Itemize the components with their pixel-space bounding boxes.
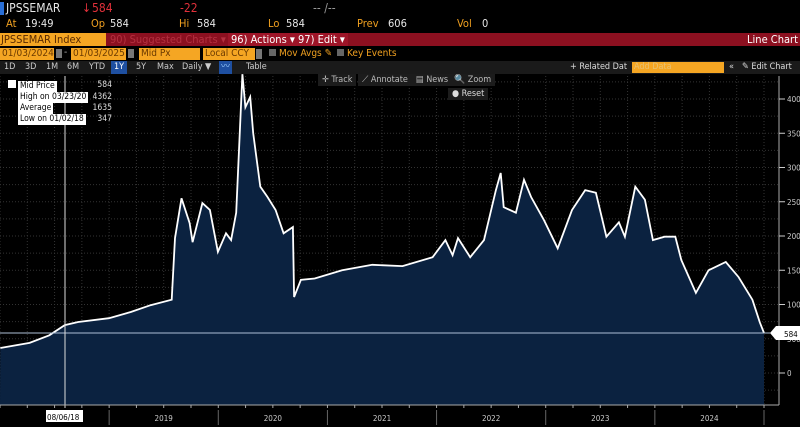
- low: 584: [286, 17, 305, 30]
- down-arrow-icon: ↓: [82, 1, 92, 15]
- frequency-select[interactable]: Daily ▼: [182, 62, 212, 72]
- open-label: Op: [91, 17, 106, 30]
- net-change: -22: [180, 1, 198, 15]
- price-area: [0, 74, 764, 405]
- x-tick-label: 2023: [591, 414, 609, 423]
- key-events-toggle[interactable]: Key Events: [337, 48, 397, 59]
- legend-value: 347: [97, 114, 112, 124]
- legend: Mid Price 584 High on 03/23/20 4362 Averag…: [8, 80, 112, 125]
- y-tick-label: 4000: [787, 95, 800, 104]
- y-tick-label: 2500: [787, 198, 800, 207]
- end-date-field[interactable]: 01/03/2025: [71, 48, 126, 60]
- related-data-button[interactable]: + Related Dat: [570, 62, 628, 72]
- legend-value: 4362: [92, 92, 112, 102]
- y-tick-label: 3000: [787, 164, 800, 173]
- quote-line-2: At 19:49 Op 584 Hi 584 Lo 584 Prev 606 Vol 0: [0, 17, 800, 33]
- period-1y[interactable]: 1Y: [111, 61, 128, 74]
- reset-button[interactable]: ● Reset: [448, 88, 489, 100]
- bid-ask: -- /--: [313, 1, 336, 15]
- price-chart[interactable]: 05001000150020002500300035004000 2019202…: [0, 74, 800, 427]
- period-1m[interactable]: 1M: [46, 62, 59, 72]
- legend-item-average[interactable]: Average 1635: [8, 103, 112, 114]
- legend-label: High on 03/23/20: [18, 92, 89, 103]
- period-ytd[interactable]: YTD: [89, 62, 106, 72]
- legend-item-high[interactable]: High on 03/23/20 4362: [8, 92, 112, 103]
- reset-label: Reset: [461, 89, 485, 99]
- legend-label: Average: [18, 103, 54, 114]
- track-button[interactable]: ✛ Track: [318, 74, 357, 86]
- edit-chart-button[interactable]: ✎ Edit Chart: [742, 62, 792, 72]
- x-tick-label: 2024: [700, 414, 719, 423]
- y-tick-label: 1000: [787, 301, 800, 310]
- mov-avgs-toggle[interactable]: Mov Avgs ✎: [269, 48, 332, 59]
- checkbox-icon: [337, 49, 344, 56]
- chart-toolbar: 1D 3D 1M 6M YTD 1Y 5Y Max Daily ▼ 〰 Tabl…: [0, 61, 800, 74]
- prev: 606: [388, 17, 407, 30]
- y-tick-label: 0: [787, 369, 792, 378]
- calendar-icon[interactable]: [56, 49, 62, 58]
- add-data-input[interactable]: Add Data: [632, 62, 724, 73]
- crosshair-date: 08/06/18: [47, 413, 80, 422]
- y-tick-label: 1500: [787, 266, 800, 275]
- x-tick-label: 2020: [264, 414, 283, 423]
- prev-label: Prev: [357, 17, 379, 30]
- low-label: Lo: [268, 17, 280, 30]
- legend-value: 584: [97, 80, 112, 90]
- chart-type-title: Line Chart: [747, 33, 798, 46]
- mov-avgs-label: Mov Avgs: [279, 48, 322, 59]
- legend-item-mid-price[interactable]: Mid Price 584: [8, 80, 112, 92]
- time-label: At: [6, 17, 17, 30]
- y-tick-label: 3500: [787, 129, 800, 138]
- legend-label: Low on 01/02/18: [18, 114, 86, 125]
- start-date-field[interactable]: 01/03/2024: [0, 48, 54, 60]
- line-chart-icon[interactable]: 〰: [219, 61, 232, 74]
- suggested-charts-menu[interactable]: 90) Suggested Charts ▾: [110, 33, 226, 46]
- period-5y[interactable]: 5Y: [136, 62, 147, 72]
- dropdown-arrow-icon[interactable]: [256, 49, 262, 59]
- legend-label: Mid Price: [18, 81, 57, 92]
- y-tick-label: 2000: [787, 232, 800, 241]
- x-tick-label: 2021: [373, 414, 391, 423]
- quote-line-1: JPSSEMAR ↓ 584 -22 -- /--: [0, 0, 800, 18]
- x-tick-label: 2019: [155, 414, 174, 423]
- price-line: [0, 74, 765, 349]
- legend-item-low[interactable]: Low on 01/02/18 347: [8, 114, 112, 125]
- legend-value: 1635: [92, 103, 112, 113]
- currency-select[interactable]: Local CCY: [203, 48, 255, 60]
- controls-bar: 01/03/2024 - 01/03/2025 Mid Px Local CCY…: [0, 47, 397, 60]
- zoom-button[interactable]: 🔍 Zoom: [450, 74, 496, 86]
- open: 584: [110, 17, 129, 30]
- field-select[interactable]: Mid Px: [139, 48, 200, 60]
- last-price: 584: [92, 1, 113, 15]
- key-events-label: Key Events: [347, 48, 397, 59]
- edit-menu[interactable]: 97) Edit ▾: [295, 33, 348, 46]
- x-tick-label: 2022: [482, 414, 500, 423]
- time: 19:49: [25, 17, 54, 30]
- period-1d[interactable]: 1D: [4, 62, 16, 72]
- annotate-button[interactable]: ⟋ Annotate: [358, 74, 412, 86]
- security-field[interactable]: JPSSEMAR Index: [0, 33, 106, 46]
- menu-bar: JPSSEMAR Index 90) Suggested Charts ▾ 96…: [0, 33, 800, 46]
- period-3d[interactable]: 3D: [25, 62, 37, 72]
- checkbox-icon: [269, 49, 276, 56]
- news-button[interactable]: ▤ News: [412, 74, 453, 86]
- period-max[interactable]: Max: [157, 62, 174, 72]
- high-label: Hi: [179, 17, 190, 30]
- calendar-icon[interactable]: [128, 49, 134, 58]
- ticker-marker: [0, 2, 4, 15]
- crosshair-date-box: [46, 410, 83, 422]
- actions-menu[interactable]: 96) Actions ▾: [228, 33, 298, 46]
- ticker: JPSSEMAR: [6, 1, 61, 15]
- vol: 0: [482, 17, 489, 30]
- period-6m[interactable]: 6M: [67, 62, 80, 72]
- collapse-icon[interactable]: «: [729, 62, 734, 72]
- reset-icon: ●: [452, 89, 460, 99]
- table-button[interactable]: Table: [246, 62, 267, 72]
- last-price-tag: 584: [770, 326, 800, 340]
- last-price-tag-text: 584: [784, 330, 798, 339]
- high: 584: [197, 17, 216, 30]
- vol-label: Vol: [457, 17, 472, 30]
